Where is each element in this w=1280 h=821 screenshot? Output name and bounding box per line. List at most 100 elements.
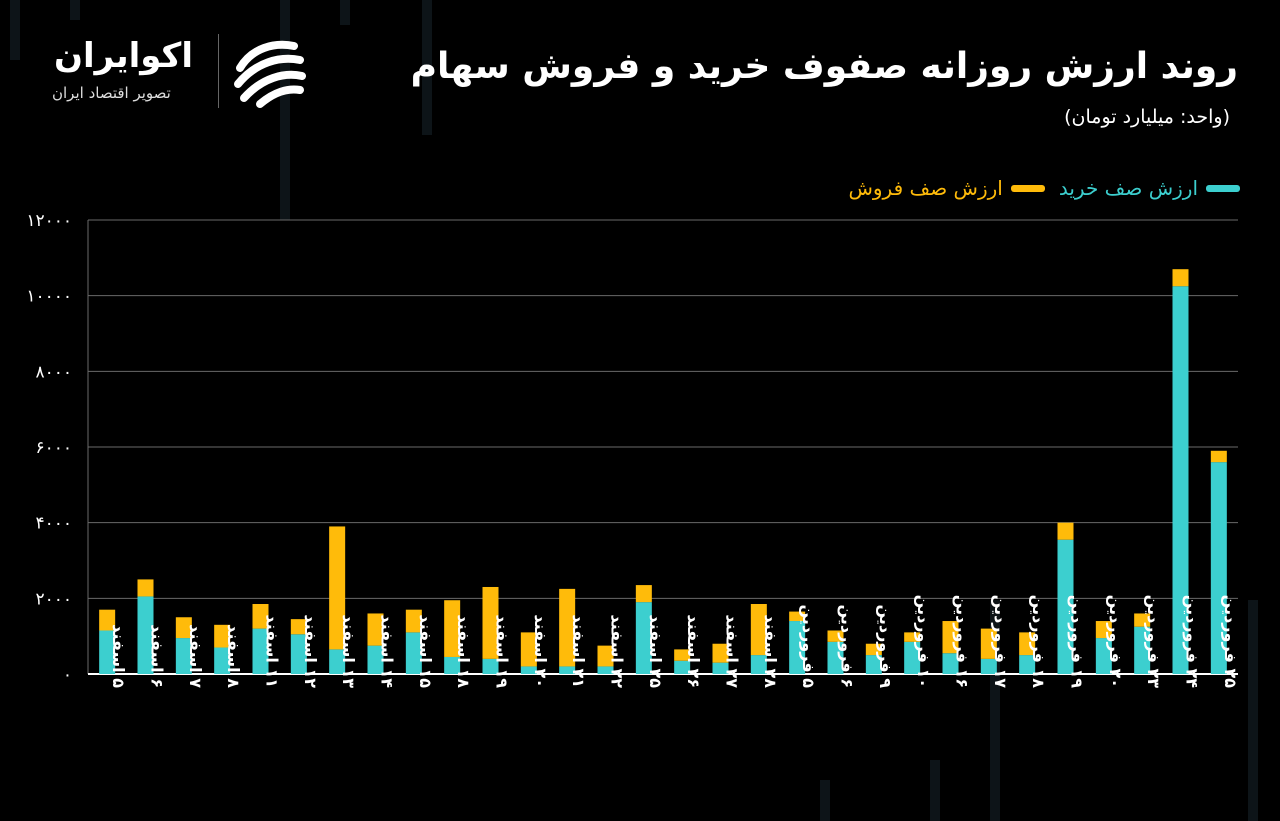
bar-sell (980, 628, 997, 659)
x-tick-label: ۱۰ فروردین (914, 595, 933, 688)
x-tick-label: ۲۴ فروردین (1183, 595, 1202, 689)
bar-sell (520, 632, 537, 667)
legend-item-buy: ارزش صف خرید (1059, 176, 1240, 200)
bar-sell (175, 617, 192, 639)
legend: ارزش صف خرید ارزش صف فروش (834, 176, 1240, 200)
bar-buy (1134, 626, 1151, 674)
x-tick-label: ۱۷ فروردین (991, 595, 1010, 689)
bar-buy (750, 655, 767, 674)
y-tick-label: ۴۰۰۰ (35, 514, 72, 534)
bar-buy (597, 666, 614, 674)
bar-sell (904, 632, 921, 642)
x-tick-label: ۱۴ اسفند (378, 614, 397, 688)
x-tick-label: ۲۸ اسفند (761, 614, 780, 688)
bar-buy (290, 634, 307, 674)
chart-subtitle: (واحد: میلیارد تومان) (1064, 106, 1230, 128)
bar-sell (559, 588, 576, 667)
bar-sell (1134, 613, 1151, 627)
bar-buy (1057, 539, 1074, 674)
bar-buy (175, 638, 192, 674)
x-tick-label: ۵ فروردین (799, 604, 818, 688)
bar-buy (214, 647, 231, 674)
x-tick-label: ۱۸ اسفند (454, 614, 473, 688)
bar-buy (865, 655, 882, 674)
legend-swatch-sell (1010, 184, 1045, 192)
bar-buy (980, 658, 997, 674)
bar-buy (635, 602, 652, 674)
bar-sell (252, 604, 269, 629)
x-tick-label: ۱۳ اسفند (339, 614, 358, 688)
bar-sell (674, 649, 691, 661)
bar-buy (520, 666, 537, 674)
x-tick-label: ۲۶ اسفند (684, 614, 703, 688)
x-tick-label: ۲۵ اسفند (646, 614, 665, 688)
bar-sell (367, 613, 384, 646)
legend-swatch-buy (1206, 184, 1240, 192)
x-tick-label: ۶ فروردین (838, 604, 857, 688)
bar-sell (597, 645, 614, 667)
bar-buy (904, 641, 921, 674)
x-tick-label: ۱۵ اسفند (416, 614, 435, 688)
y-tick-label: ۱۰۰۰۰ (26, 287, 72, 307)
x-tick-label: ۲۰ فروردین (1106, 595, 1125, 688)
x-tick-label: ۹ فروردین (876, 604, 895, 688)
bar-sell (444, 600, 461, 657)
bar-buy (444, 656, 461, 674)
x-tick-label: ۱۱ اسفند (263, 614, 282, 688)
bar-sell (1172, 269, 1189, 287)
x-tick-label: ۱۹ اسفند (493, 614, 512, 688)
x-tick-label: ۱۲ اسفند (301, 614, 320, 688)
bar-buy (789, 621, 806, 674)
x-tick-label: ۵ اسفند (109, 624, 128, 688)
y-tick-label: ۶۰۰۰ (35, 438, 72, 458)
bar-sell (290, 619, 307, 635)
x-tick-label: ۱۸ فروردین (1029, 595, 1048, 689)
bar-buy (329, 649, 346, 674)
logo-name: اکوایران (54, 36, 193, 76)
legend-label-buy: ارزش صف خرید (1058, 176, 1198, 200)
bar-sell (712, 643, 729, 663)
bar-buy (405, 632, 422, 674)
bar-buy (99, 630, 116, 674)
x-tick-label: ۲۱ اسفند (569, 614, 588, 688)
x-tick-label: ۱۶ فروردین (953, 595, 972, 688)
x-tick-label: ۶ اسفند (148, 624, 167, 688)
bar-buy (712, 662, 729, 674)
x-tick-label: ۲۲ اسفند (608, 614, 627, 688)
bar-sell (482, 586, 499, 659)
bar-sell (405, 609, 422, 633)
bar-sell (789, 611, 806, 622)
bar-sell (942, 621, 959, 654)
x-tick-label: ۱۹ فروردین (1068, 595, 1087, 689)
bar-buy (559, 666, 576, 674)
y-tick-label: ۰ (63, 665, 72, 685)
legend-item-sell: ارزش صف فروش (848, 176, 1045, 200)
bar-sell (827, 630, 844, 642)
bar-sell (1095, 621, 1112, 639)
bar-buy (827, 641, 844, 674)
x-tick-label: ۲۵ فروردین (1221, 595, 1240, 689)
legend-label-sell: ارزش صف فروش (848, 176, 1003, 200)
bar-buy (674, 660, 691, 674)
logo-divider (218, 34, 219, 108)
bar-sell (99, 609, 116, 631)
x-tick-label: ۲۷ اسفند (723, 614, 742, 688)
x-tick-label: ۲۳ فروردین (1144, 595, 1163, 689)
bar-sell (1210, 450, 1227, 463)
y-tick-label: ۲۰۰۰ (35, 589, 72, 609)
y-tick-label: ۱۲۰۰۰ (26, 211, 72, 231)
bar-sell (137, 579, 154, 597)
bar-buy (482, 658, 499, 674)
bar-sell (329, 526, 346, 650)
bar-buy (942, 653, 959, 674)
bar-buy (252, 628, 269, 674)
bar-buy (137, 596, 154, 674)
y-tick-label: ۸۰۰۰ (35, 362, 72, 382)
chart-title: روند ارزش روزانه صفوف خرید و فروش سهام (410, 46, 1238, 87)
bar-sell (635, 585, 652, 603)
bar-buy (1095, 638, 1112, 674)
x-tick-label: ۷ اسفند (186, 624, 205, 688)
bar-sell (1019, 632, 1036, 656)
